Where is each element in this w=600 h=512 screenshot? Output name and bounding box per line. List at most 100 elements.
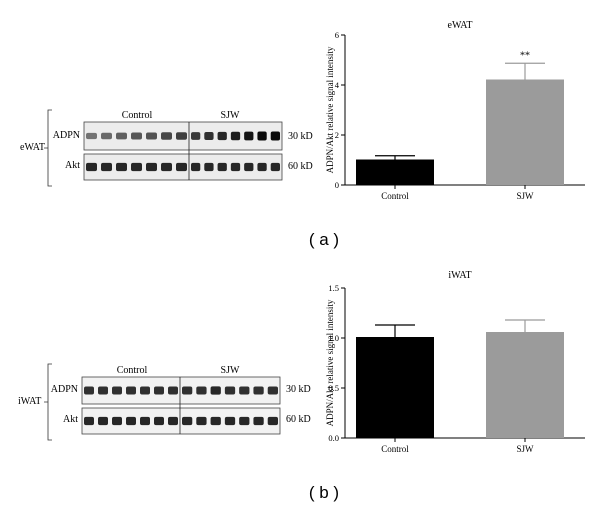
blot-bands [84, 386, 278, 426]
blot-band [230, 131, 241, 141]
chart-title: iWAT [448, 270, 471, 281]
blot-band [270, 131, 280, 141]
panel-a: eWAT Control SJW ADPN Akt 30 kD 60 kD eW… [20, 20, 585, 249]
bar [486, 332, 564, 438]
y-tick-label: 0.5 [328, 383, 339, 393]
blot-band [257, 162, 267, 172]
blot-band [210, 386, 221, 395]
blot-band [112, 386, 122, 395]
blot-band [98, 386, 108, 395]
blot-band [161, 162, 172, 172]
blot-band [168, 386, 178, 395]
x-tick-label: Control [381, 444, 409, 454]
blot-band [146, 162, 157, 172]
group-bracket [44, 363, 52, 441]
group-label-control: Control [117, 365, 148, 376]
x-tick-label: SJW [516, 191, 534, 201]
blot-size-label-akt: 60 kD [286, 414, 311, 425]
y-tick-label: 0.0 [328, 433, 339, 443]
blot-band [230, 162, 241, 172]
blot-row-label-akt: Akt [65, 160, 80, 171]
blot-band [140, 386, 150, 395]
blot-membrane-adpn [81, 376, 281, 405]
blot-band [98, 416, 108, 426]
blot-band [182, 416, 193, 426]
blot-band [204, 162, 214, 172]
y-tick-label: 4 [335, 80, 340, 90]
chart-iwat: iWAT ADPN/Akt relative signal intensity … [325, 270, 585, 454]
blot-band [176, 132, 187, 140]
blot-bands [86, 131, 280, 172]
blot-band [116, 162, 127, 172]
blot-band [131, 162, 142, 172]
x-tick-label: SJW [516, 444, 534, 454]
y-axis-label: ADPN/Akt relative signal intensity [325, 46, 335, 173]
blot-band [154, 416, 164, 426]
panel-label: ( b ) [309, 483, 339, 502]
blot-band [86, 132, 97, 140]
blot-band [196, 416, 207, 426]
blot-band [168, 416, 178, 426]
blot-band [267, 386, 278, 395]
blot-band [101, 162, 112, 172]
blot-row-label-adpn: ADPN [51, 384, 78, 395]
x-tick-label: Control [381, 191, 409, 201]
panel-label: ( a ) [309, 230, 339, 249]
blot-band [270, 162, 280, 172]
group-label-control: Control [122, 110, 153, 121]
tissue-label: iWAT [18, 396, 41, 407]
blot-band [239, 386, 250, 395]
blot-band [84, 386, 94, 395]
blot-band [140, 416, 150, 426]
group-label-sjw: SJW [221, 365, 240, 376]
bar [486, 79, 564, 185]
blot-band [244, 131, 254, 141]
blot-band [112, 416, 122, 426]
group-label-sjw: SJW [221, 110, 240, 121]
chart-title: eWAT [448, 20, 473, 31]
bar [356, 337, 434, 438]
blot-band [146, 132, 157, 140]
blot-row-label-akt: Akt [63, 414, 78, 425]
blot-a: eWAT Control SJW ADPN Akt 30 kD 60 kD [20, 109, 313, 187]
blot-band [239, 416, 250, 426]
chart-ewat: eWAT ADPN/Akt relative signal intensity … [325, 20, 585, 201]
blot-size-label-adpn: 30 kD [286, 384, 311, 395]
blot-band [84, 416, 94, 426]
blot-band [253, 416, 264, 426]
blot-size-label-akt: 60 kD [288, 161, 313, 172]
blot-band [267, 416, 278, 426]
blot-b: iWAT Control SJW ADPN Akt 30 kD 60 kD [18, 363, 311, 441]
blot-band [191, 162, 201, 172]
group-bracket [44, 109, 52, 187]
bar [356, 159, 434, 185]
y-tick-label: 1.0 [328, 333, 339, 343]
blot-band [224, 416, 236, 426]
blot-band [191, 132, 201, 140]
tissue-label: eWAT [20, 142, 45, 153]
y-tick-label: 6 [335, 30, 339, 40]
y-axis-label: ADPN/Akt relative signal intensity [325, 299, 335, 426]
blot-band [101, 132, 112, 140]
blot-band [161, 132, 172, 140]
y-tick-label: 0 [335, 180, 339, 190]
blot-size-label-adpn: 30 kD [288, 131, 313, 142]
blot-band [176, 162, 187, 172]
significance-annotation: ** [520, 50, 530, 61]
blot-band [217, 131, 227, 141]
blot-row-label-adpn: ADPN [53, 130, 80, 141]
blot-band [196, 386, 207, 395]
panel-b: iWAT Control SJW ADPN Akt 30 kD 60 kD iW… [18, 270, 585, 502]
blot-band [244, 162, 254, 172]
blot-band [126, 416, 136, 426]
blot-band [154, 386, 164, 395]
blot-membrane-akt [81, 407, 281, 435]
blot-band [116, 132, 127, 140]
blot-band [131, 132, 142, 140]
blot-band [182, 386, 193, 395]
blot-band [86, 162, 97, 172]
blot-band [253, 386, 264, 395]
blot-band [126, 386, 136, 395]
blot-band [224, 386, 236, 395]
